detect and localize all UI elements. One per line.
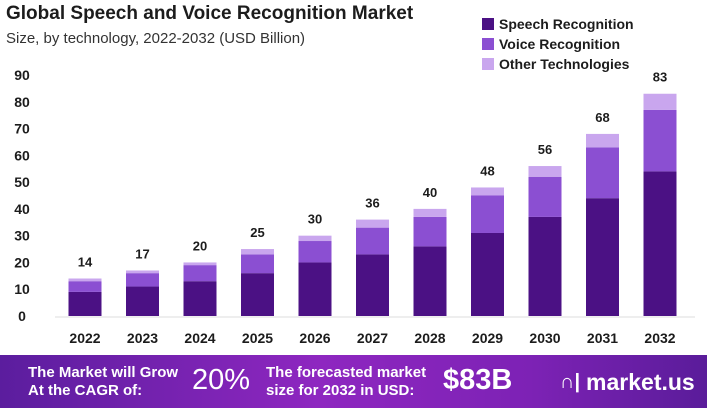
total-label: 14 [78, 255, 93, 270]
bar-speech-recognition-2030 [528, 216, 562, 316]
forecast-label-line1: The forecasted market [266, 364, 427, 381]
logo-icon: ∩| [560, 371, 581, 393]
forecast-label-line2: size for 2032 in USD: [266, 382, 415, 399]
y-tick-label: 90 [14, 67, 30, 83]
forecast-value: $83B [443, 364, 513, 396]
forecast-label: The forecasted market size for 2032 in U… [266, 364, 426, 400]
total-label: 36 [365, 196, 379, 211]
bar-chart: 0102030405060708090142022172023202024252… [14, 67, 695, 346]
bar-speech-recognition-2025 [241, 273, 274, 316]
y-tick-label: 50 [14, 174, 30, 190]
y-tick-label: 0 [18, 308, 26, 324]
market-us-logo: ∩| market.us [560, 369, 695, 396]
bar-voice-recognition-2030 [528, 176, 562, 217]
total-label: 56 [538, 142, 552, 157]
bar-speech-recognition-2032 [643, 171, 677, 316]
y-tick-label: 80 [14, 94, 30, 110]
legend-swatch [482, 58, 494, 70]
bar-speech-recognition-2028 [413, 246, 447, 316]
x-tick-label: 2022 [69, 330, 100, 346]
y-tick-label: 20 [14, 254, 30, 270]
legend-swatch [482, 38, 494, 50]
bar-other-technologies-2027 [356, 219, 389, 228]
chart-title: Global Speech and Voice Recognition Mark… [6, 3, 414, 24]
total-label: 40 [423, 185, 437, 200]
legend-swatch [482, 18, 494, 30]
total-label: 20 [193, 238, 207, 253]
legend-label: Voice Recognition [499, 36, 621, 52]
bar-voice-recognition-2029 [471, 195, 504, 233]
x-tick-label: 2024 [184, 330, 215, 346]
x-tick-label: 2032 [644, 330, 675, 346]
x-tick-label: 2028 [414, 330, 445, 346]
y-tick-label: 10 [14, 281, 30, 297]
bar-speech-recognition-2026 [298, 262, 332, 316]
chart-subtitle: Size, by technology, 2022-2032 (USD Bill… [6, 30, 306, 47]
bar-voice-recognition-2024 [183, 265, 217, 282]
cagr-label-line1: The Market will Grow [28, 364, 179, 381]
bar-other-technologies-2031 [586, 133, 619, 148]
total-label: 83 [653, 70, 667, 85]
legend-label: Other Technologies [499, 56, 630, 72]
y-tick-label: 60 [14, 147, 30, 163]
y-tick-label: 30 [14, 228, 30, 244]
x-tick-label: 2026 [299, 330, 330, 346]
total-label: 25 [250, 225, 264, 240]
cagr-label: The Market will Grow At the CAGR of: [28, 364, 178, 400]
x-tick-label: 2023 [127, 330, 158, 346]
legend-item-other: Other Technologies [482, 54, 634, 74]
y-tick-label: 40 [14, 201, 30, 217]
legend-item-speech: Speech Recognition [482, 14, 634, 34]
bar-voice-recognition-2025 [241, 254, 274, 274]
bar-voice-recognition-2022 [68, 281, 102, 292]
bar-voice-recognition-2027 [356, 227, 389, 255]
bar-voice-recognition-2026 [298, 241, 332, 263]
bar-other-technologies-2025 [241, 249, 274, 255]
bar-other-technologies-2030 [528, 166, 562, 177]
bar-other-technologies-2032 [643, 93, 677, 110]
x-tick-label: 2031 [587, 330, 618, 346]
bar-voice-recognition-2023 [126, 273, 159, 287]
bar-other-technologies-2023 [126, 270, 159, 274]
bar-other-technologies-2024 [183, 262, 217, 266]
bar-speech-recognition-2023 [126, 286, 159, 316]
total-label: 17 [135, 246, 149, 261]
x-tick-label: 2027 [357, 330, 388, 346]
bar-speech-recognition-2031 [586, 198, 619, 316]
logo-text: market.us [586, 369, 695, 395]
bar-speech-recognition-2029 [471, 232, 504, 316]
bar-other-technologies-2022 [68, 278, 102, 282]
x-tick-label: 2030 [529, 330, 560, 346]
y-tick-label: 70 [14, 121, 30, 137]
bar-speech-recognition-2024 [183, 281, 217, 316]
bar-voice-recognition-2028 [413, 216, 447, 247]
bar-other-technologies-2029 [471, 187, 504, 196]
x-tick-label: 2025 [242, 330, 273, 346]
legend: Speech Recognition Voice Recognition Oth… [482, 14, 634, 74]
total-label: 48 [480, 163, 494, 178]
cagr-label-line2: At the CAGR of: [28, 382, 143, 399]
bar-voice-recognition-2031 [586, 147, 619, 199]
bar-other-technologies-2026 [298, 235, 332, 242]
legend-item-voice: Voice Recognition [482, 34, 634, 54]
cagr-value: 20% [192, 364, 251, 396]
bar-voice-recognition-2032 [643, 109, 677, 172]
legend-label: Speech Recognition [499, 16, 634, 32]
bar-speech-recognition-2022 [68, 291, 102, 316]
total-label: 68 [595, 110, 609, 125]
x-tick-label: 2029 [472, 330, 503, 346]
bar-speech-recognition-2027 [356, 254, 389, 316]
total-label: 30 [308, 212, 322, 227]
footer-banner: The Market will Grow At the CAGR of: 20%… [0, 355, 707, 408]
bar-other-technologies-2028 [413, 208, 447, 217]
